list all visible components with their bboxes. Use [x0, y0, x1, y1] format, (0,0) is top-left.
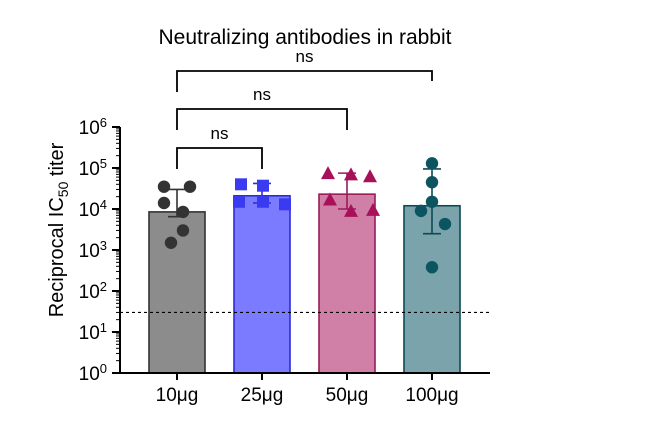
data-point-2-4: [366, 202, 380, 216]
data-point-2-3: [323, 192, 337, 206]
comparison-bracket-1: [176, 108, 348, 130]
bar-0: [148, 211, 206, 374]
data-point-1-2: [233, 195, 245, 208]
y-tick-label-2: 102: [79, 279, 107, 304]
data-point-0-5: [164, 236, 178, 249]
data-point-0-2: [157, 196, 171, 210]
data-point-3-2: [425, 195, 439, 208]
data-point-0-4: [176, 224, 190, 237]
data-point-1-4: [279, 198, 291, 211]
y-axis-label-subscript: 50: [55, 181, 71, 197]
plot-area: 100 101 102 103 104 105 106 10μg 25μg 50μg 100μg ns…: [79, 47, 490, 406]
x-tick-label-1: 25μg: [241, 385, 284, 406]
y-axis-label-prefix: Reciprocal IC: [46, 197, 68, 317]
data-point-2-1: [344, 167, 358, 181]
y-tick-label-0: 100: [79, 361, 107, 386]
comparison-bracket-0: [176, 147, 263, 169]
comparison-label-0: ns: [211, 124, 229, 143]
data-point-0-0: [157, 180, 171, 193]
chart-title: Neutralizing antibodies in rabbit: [158, 26, 451, 49]
y-tick-label-6: 106: [79, 115, 107, 140]
y-tick-label-5: 105: [79, 156, 107, 181]
comparison-label-2: ns: [296, 47, 314, 66]
data-point-2-5: [344, 203, 358, 217]
x-tick-label-3: 100μg: [405, 385, 458, 406]
data-point-3-4: [438, 217, 452, 231]
bar-2: [318, 193, 376, 374]
data-point-1-3: [257, 195, 269, 208]
data-point-1-1: [257, 179, 269, 192]
data-point-0-1: [183, 180, 197, 193]
comparison-label-1: ns: [253, 85, 271, 104]
x-tick-label-0: 10μg: [156, 385, 199, 406]
y-tick-label-1: 101: [79, 320, 107, 345]
data-point-3-3: [414, 204, 428, 218]
x-tick-label-2: 50μg: [326, 385, 369, 406]
data-point-2-0: [321, 166, 335, 180]
data-point-3-5: [425, 261, 439, 274]
data-point-1-0: [235, 178, 247, 191]
y-tick-label-4: 104: [79, 197, 107, 222]
y-axis-label: Reciprocal IC50 titer: [46, 142, 71, 317]
bar-1: [233, 194, 291, 374]
comparison-bracket-2: [176, 70, 433, 92]
data-point-3-0: [425, 157, 439, 170]
y-tick-label-3: 103: [79, 238, 107, 263]
data-point-3-1: [425, 176, 439, 189]
y-axis-label-suffix: titer: [46, 142, 68, 181]
data-point-0-3: [176, 205, 190, 219]
data-point-2-2: [363, 169, 377, 183]
